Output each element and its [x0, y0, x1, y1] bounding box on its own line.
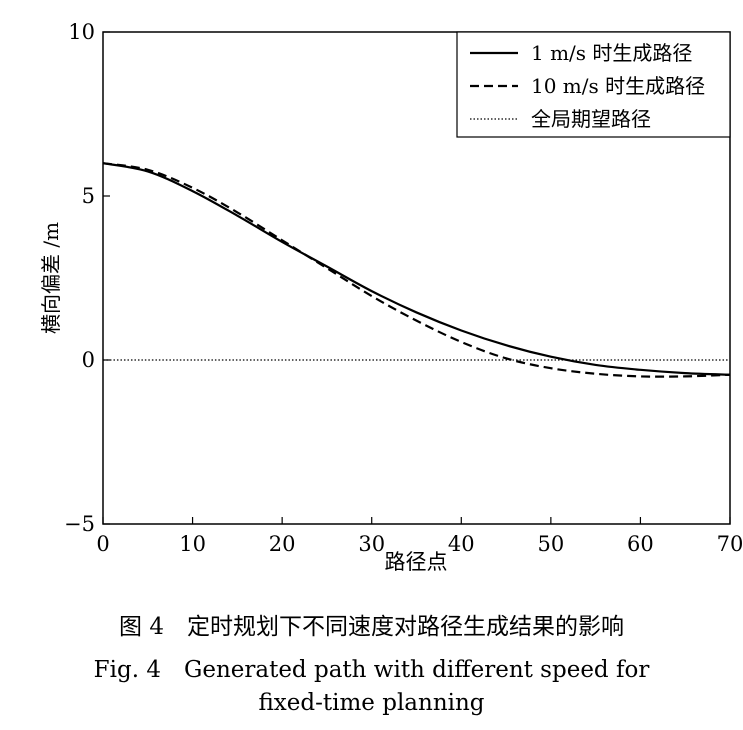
y-tick-label: 5 [82, 184, 95, 208]
y-tick-label: 0 [82, 348, 95, 372]
plot-frame [102, 31, 731, 525]
legend-label-3: 全局期望路径 [531, 107, 651, 131]
legend-label-2: 10 m/s 时生成路径 [531, 74, 705, 98]
x-tick-label: 10 [179, 532, 206, 556]
x-tick-label: 60 [627, 532, 654, 556]
y-axis-label: 横向偏差 /m [39, 222, 63, 334]
y-tick-label: 10 [68, 20, 95, 44]
series-line-1 [102, 162, 731, 376]
x-tick-label: 0 [96, 532, 109, 556]
figure-caption-en-line1: Fig. 4 Generated path with different spe… [93, 657, 650, 683]
x-tick-label: 70 [717, 532, 743, 556]
x-axis-label: 路径点 [385, 550, 448, 574]
x-tick-label: 50 [537, 532, 564, 556]
x-tick-label: 20 [269, 532, 296, 556]
x-tick-label: 30 [358, 532, 385, 556]
y-tick-label: −5 [64, 512, 95, 536]
series-line-2 [102, 162, 731, 378]
x-tick-label: 40 [448, 532, 475, 556]
figure-caption-cn: 图 4 定时规划下不同速度对路径生成结果的影响 [119, 614, 624, 640]
figure-caption-en-line2: fixed-time planning [258, 690, 485, 716]
legend-box [456, 31, 731, 138]
legend-label-1: 1 m/s 时生成路径 [531, 41, 692, 65]
